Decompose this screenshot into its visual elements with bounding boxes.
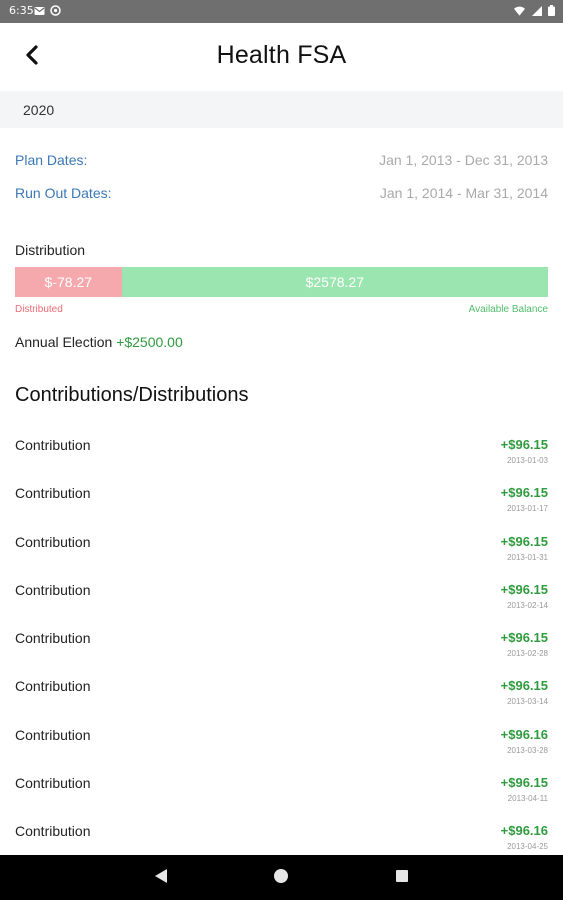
- transaction-date: 2013-03-14: [507, 697, 548, 707]
- annual-election-label: Annual Election: [15, 334, 113, 350]
- available-segment: $2578.27: [121, 267, 548, 297]
- chevron-left-icon: [24, 44, 40, 71]
- plan-year-bar: 2020: [0, 91, 563, 128]
- transaction-row[interactable]: Contribution +$96.16 2013-03-28: [15, 726, 548, 774]
- run-out-dates-row: Run Out Dates: Jan 1, 2014 - Mar 31, 201…: [15, 185, 548, 205]
- page-title: Health FSA: [216, 41, 347, 69]
- transaction-amount: +$96.16: [500, 726, 548, 742]
- transaction-amount: +$96.15: [500, 630, 548, 646]
- transaction-type: Contribution: [15, 485, 91, 502]
- distributed-legend: Distributed: [15, 304, 63, 315]
- transaction-type: Contribution: [15, 775, 91, 792]
- annual-election-value: +$2500.00: [116, 334, 183, 350]
- nav-back-button[interactable]: [150, 867, 172, 889]
- transaction-amount: +$96.15: [500, 678, 548, 694]
- transaction-row[interactable]: Contribution +$96.15 2013-01-03: [15, 436, 548, 484]
- wifi-icon: [514, 5, 525, 16]
- distribution-title: Distribution: [15, 242, 86, 258]
- distributed-segment: $-78.27: [15, 267, 122, 297]
- transaction-type: Contribution: [15, 581, 91, 598]
- transaction-amount: +$96.16: [500, 823, 548, 839]
- nav-recents-button[interactable]: [391, 867, 413, 889]
- transaction-date: 2013-02-14: [507, 600, 548, 610]
- available-balance-legend: Available Balance: [468, 304, 548, 315]
- transaction-amount: +$96.15: [500, 581, 548, 597]
- back-button[interactable]: [14, 39, 50, 75]
- transaction-row[interactable]: Contribution +$96.15 2013-01-31: [15, 533, 548, 581]
- transaction-row[interactable]: Contribution +$96.15 2013-02-14: [15, 581, 548, 629]
- transaction-type: Contribution: [15, 533, 91, 550]
- distribution-bar: $-78.27 $2578.27: [15, 267, 548, 297]
- transaction-row[interactable]: Contribution +$96.15 2013-01-17: [15, 484, 548, 532]
- gmail-icon: [34, 5, 45, 16]
- transaction-amount: +$96.15: [500, 485, 548, 501]
- circle-home-icon: [273, 868, 289, 889]
- transaction-row[interactable]: Contribution +$96.15 2013-03-14: [15, 677, 548, 725]
- section-title: Contributions/Distributions: [15, 384, 249, 406]
- status-time: 6:35: [9, 4, 34, 17]
- transaction-type: Contribution: [15, 630, 91, 647]
- transaction-amount: +$96.15: [500, 437, 548, 452]
- plan-dates-value: Jan 1, 2013 - Dec 31, 2013: [379, 152, 548, 168]
- transaction-amount: +$96.15: [500, 775, 548, 791]
- status-bar: 6:35: [0, 0, 563, 23]
- signal-icon: [531, 5, 542, 16]
- transaction-row[interactable]: Contribution +$96.16 2013-04-25: [15, 822, 548, 870]
- app-header: Health FSA: [0, 23, 563, 91]
- transactions-list: Contribution +$96.15 2013-01-03 Contribu…: [15, 436, 548, 871]
- transaction-row[interactable]: Contribution +$96.15 2013-04-11: [15, 774, 548, 822]
- transaction-date: 2013-03-28: [507, 745, 548, 755]
- transaction-date: 2013-01-17: [507, 504, 548, 514]
- transaction-amount: +$96.15: [500, 533, 548, 549]
- transaction-date: 2013-04-11: [507, 794, 548, 804]
- battery-icon: [546, 5, 557, 16]
- transaction-date: 2013-04-25: [507, 842, 548, 852]
- plan-dates-label: Plan Dates:: [15, 152, 88, 168]
- run-out-dates-value: Jan 1, 2014 - Mar 31, 2014: [379, 185, 548, 201]
- plan-year: 2020: [23, 102, 55, 118]
- system-nav-bar: [0, 855, 563, 900]
- transaction-row[interactable]: Contribution +$96.15 2013-02-28: [15, 629, 548, 677]
- transaction-date: 2013-01-31: [507, 552, 548, 562]
- transaction-type: Contribution: [15, 678, 91, 695]
- transaction-date: 2013-01-03: [507, 456, 548, 465]
- transaction-date: 2013-02-28: [507, 649, 548, 659]
- nav-home-button[interactable]: [270, 867, 292, 889]
- sync-icon: [50, 5, 61, 16]
- transaction-type: Contribution: [15, 726, 91, 743]
- transaction-type: Contribution: [15, 437, 91, 453]
- run-out-dates-label: Run Out Dates:: [15, 185, 112, 201]
- transaction-type: Contribution: [15, 823, 91, 840]
- annual-election-row: Annual Election +$2500.00: [15, 334, 183, 350]
- triangle-back-icon: [154, 868, 168, 889]
- square-recents-icon: [395, 869, 409, 888]
- plan-dates-row: Plan Dates: Jan 1, 2013 - Dec 31, 2013: [15, 152, 548, 172]
